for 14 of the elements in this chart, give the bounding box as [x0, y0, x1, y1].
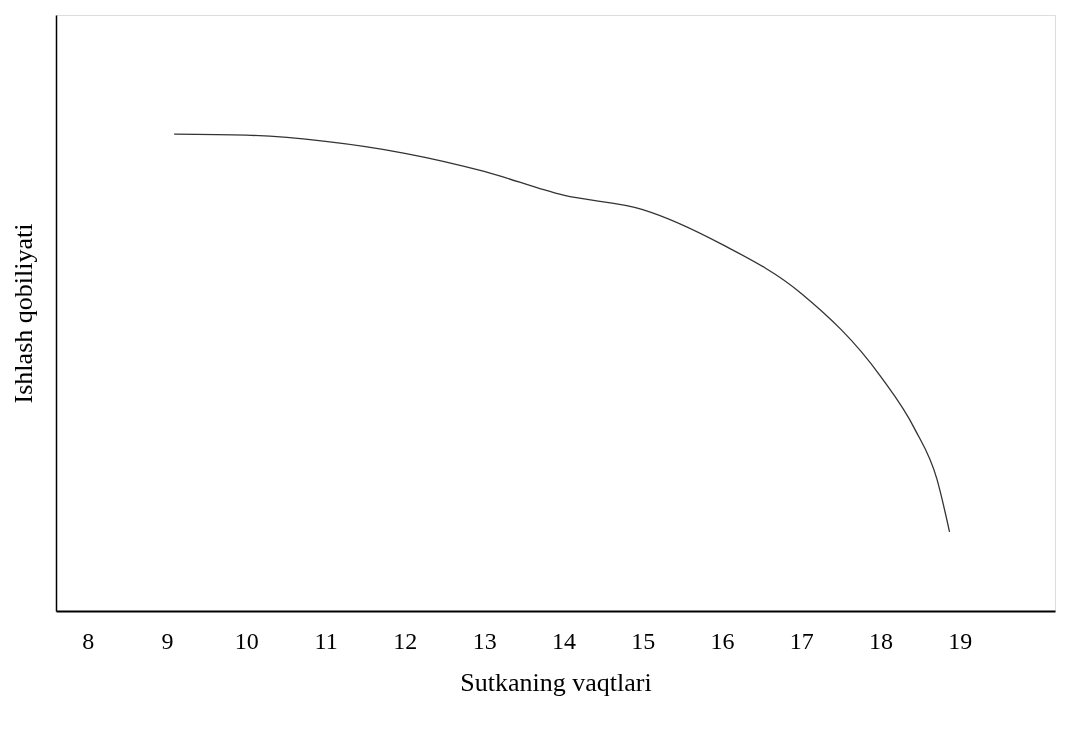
x-tick-label: 12 — [393, 627, 418, 654]
x-tick-label: 8 — [82, 627, 95, 654]
x-tick-label: 17 — [789, 627, 814, 654]
x-axis-title: Sutkaning vaqtlari — [460, 667, 652, 697]
x-tick-label: 9 — [161, 627, 174, 654]
x-tick-label: 15 — [631, 627, 656, 654]
x-tick-label: 14 — [551, 627, 576, 654]
y-axis-title: Ishlash qobiliyati — [8, 223, 38, 404]
x-tick-label: 13 — [472, 627, 497, 654]
x-tick-label: 18 — [869, 627, 894, 654]
x-tick-label: 11 — [314, 627, 338, 654]
x-tick-label: 10 — [234, 627, 259, 654]
x-tick-label: 19 — [948, 627, 973, 654]
x-tick-label: 16 — [710, 627, 735, 654]
